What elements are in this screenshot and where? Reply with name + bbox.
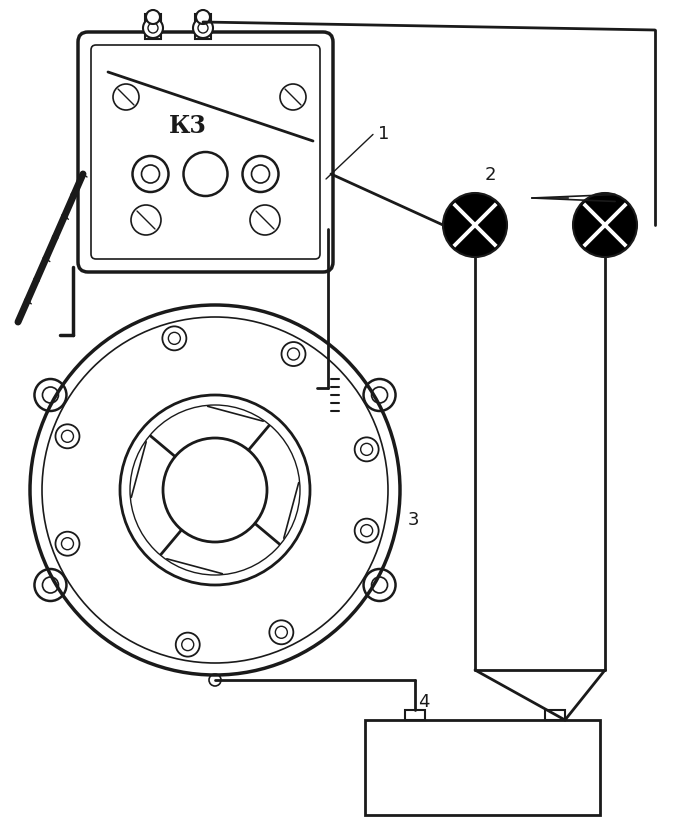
Text: 1: 1 bbox=[378, 126, 389, 143]
Bar bbox=[545, 710, 565, 720]
Circle shape bbox=[573, 193, 637, 257]
Circle shape bbox=[196, 10, 210, 24]
Bar bbox=[145, 14, 161, 39]
Bar bbox=[365, 720, 600, 815]
Circle shape bbox=[193, 18, 213, 38]
Bar bbox=[405, 710, 425, 720]
Circle shape bbox=[143, 18, 163, 38]
Text: 4: 4 bbox=[418, 693, 430, 711]
Circle shape bbox=[443, 193, 507, 257]
Text: 3: 3 bbox=[408, 511, 419, 529]
Bar bbox=[195, 14, 211, 39]
Circle shape bbox=[146, 10, 160, 24]
Text: К3: К3 bbox=[169, 114, 206, 137]
Text: 2: 2 bbox=[484, 166, 496, 184]
